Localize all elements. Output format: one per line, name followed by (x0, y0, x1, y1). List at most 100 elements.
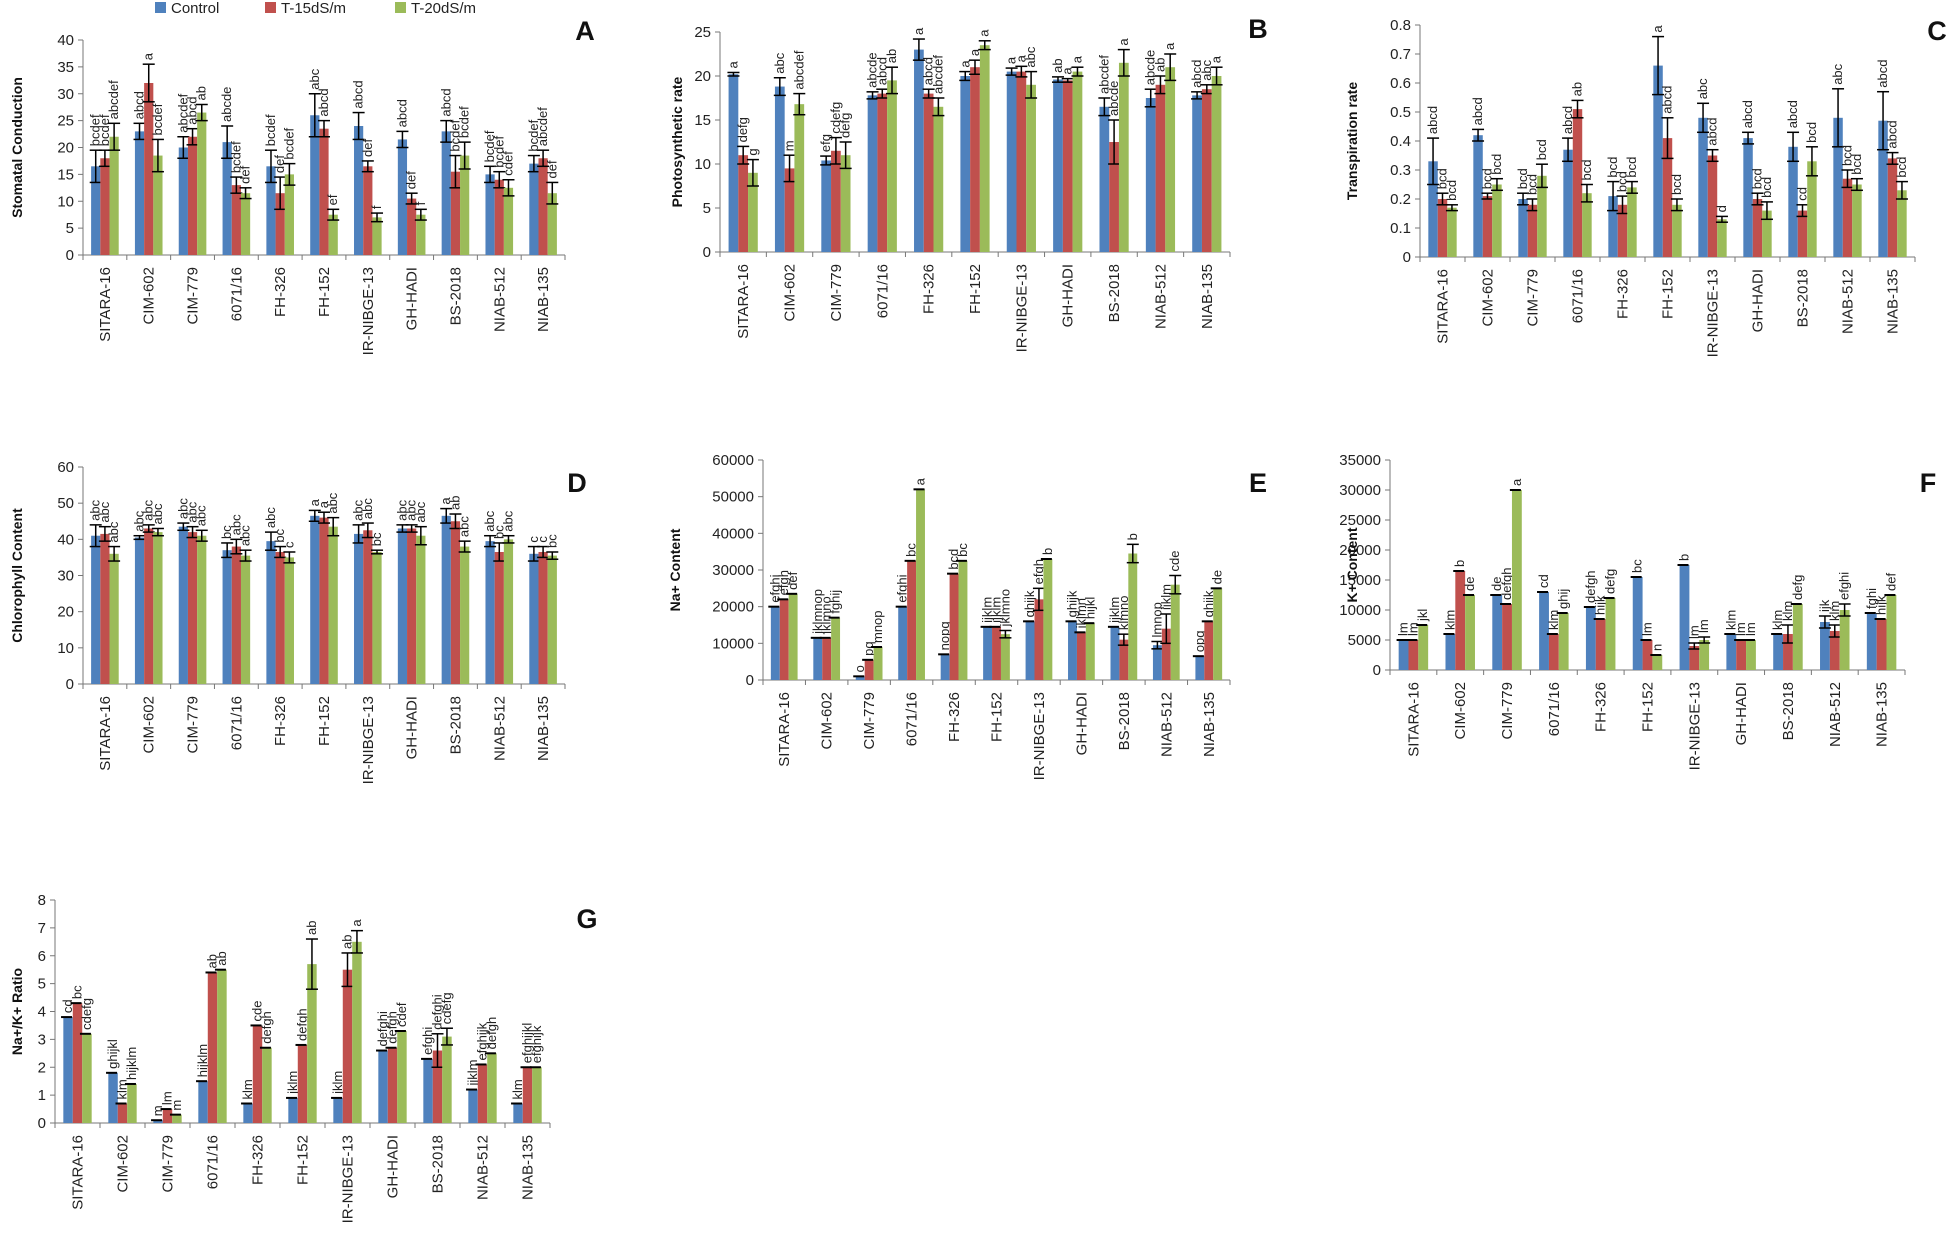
significance-letter: bcd (1849, 154, 1864, 175)
significance-letter: def (404, 171, 419, 189)
bar-E-T-20dS/m-CIM-779 (873, 647, 883, 680)
significance-letter: bcd (946, 549, 961, 570)
x-tick-label: CIM-779 (828, 264, 845, 322)
bar-D-T-15dS/m-FH-326 (275, 551, 285, 684)
significance-letter: bcdef (457, 106, 472, 138)
y-tick-label: 0.1 (1390, 220, 1411, 237)
bar-E-T-15dS/m-IR-NIBGE-13 (1034, 599, 1044, 680)
bar-D-Control-BS-2018 (441, 515, 451, 684)
significance-letter: jklmn (1073, 598, 1088, 629)
bar-F-Control-NIAB-135 (1866, 613, 1877, 670)
bar-A-T-20dS/m-FH-326 (284, 174, 294, 255)
significance-letter: jjklm (465, 1060, 480, 1087)
y-tick-label: 0 (1373, 662, 1381, 679)
bar-G-T-15dS/m-6071/16 (207, 972, 218, 1123)
bar-E-T-15dS/m-CIM-602 (822, 637, 832, 680)
y-axis-title: Photosynthetic rate (669, 76, 685, 207)
x-tick-label: BS-2018 (1106, 264, 1123, 322)
y-tick-label: 5 (66, 220, 74, 237)
bar-G-Control-FH-152 (288, 1097, 298, 1123)
x-tick-label: NIAB-135 (535, 267, 552, 332)
significance-letter: lm (1696, 619, 1711, 633)
bar-B-T-20dS/m-IR-NIBGE-13 (1026, 84, 1036, 252)
bar-E-T-20dS/m-CIM-602 (831, 617, 841, 680)
y-tick-label: 20 (57, 140, 74, 157)
bar-F-T-20dS/m-FH-326 (1605, 598, 1616, 670)
x-tick-label: FH-326 (1615, 269, 1632, 319)
y-tick-label: 35000 (1339, 452, 1381, 469)
significance-letter: abcd (1875, 59, 1890, 87)
bar-B-Control-NIAB-135 (1192, 95, 1202, 252)
significance-letter: a (307, 498, 322, 506)
bar-C-Control-IR-NIBGE-13 (1698, 117, 1708, 257)
bar-E-T-20dS/m-IR-NIBGE-13 (1043, 559, 1053, 680)
x-tick-label: 6071/16 (205, 1135, 222, 1189)
y-tick-label: 5 (38, 976, 46, 993)
y-tick-label: 25 (694, 24, 711, 41)
significance-letter: d (1714, 205, 1729, 212)
bar-E-T-20dS/m-NIAB-512 (1170, 584, 1180, 680)
panel-B: 0 5 10 15 20 25 Photosynthetic rate Ba defg g SITA… (669, 14, 1268, 352)
significance-letter: klm (1442, 610, 1457, 630)
bar-E-Control-CIM-602 (813, 637, 823, 680)
bar-E-T-20dS/m-GH-HADI (1085, 623, 1095, 680)
bar-B-T-15dS/m-NIAB-135 (1201, 89, 1212, 252)
bar-G-Control-SITARA-16 (63, 1017, 73, 1123)
bar-C-T-20dS/m-NIAB-512 (1852, 184, 1862, 257)
significance-letter: a (316, 500, 331, 508)
significance-letter: bcd (1605, 157, 1620, 178)
significance-letter: de (1210, 570, 1225, 584)
y-tick-label: 3 (38, 1031, 46, 1048)
significance-letter: def (238, 165, 253, 183)
significance-letter: m (150, 1105, 165, 1116)
bar-E-Control-GH-HADI (1068, 621, 1077, 680)
bar-B-Control-CIM-602 (774, 86, 785, 252)
bar-A-Control-6071/16 (222, 142, 232, 255)
significance-letter: ijklm (989, 597, 1004, 623)
significance-letter: abcd (185, 96, 200, 124)
bar-F-T-15dS/m-BS-2018 (1783, 634, 1793, 670)
significance-letter: b (1125, 533, 1140, 540)
significance-letter: abc (457, 516, 472, 537)
significance-letter: efghijk (529, 1025, 544, 1063)
significance-letter: opq (1192, 630, 1207, 652)
significance-letter: bcdef (88, 114, 103, 146)
bar-D-Control-FH-326 (266, 541, 276, 684)
significance-letter: hijk (1593, 595, 1608, 615)
bar-A-T-20dS/m-CIM-779 (197, 112, 207, 255)
bar-D-Control-NIAB-135 (529, 553, 539, 684)
x-tick-label: IR-NIBGE-13 (1013, 264, 1030, 352)
bar-F-Control-GH-HADI (1726, 634, 1737, 670)
bar-C-T-15dS/m-IR-NIBGE-13 (1707, 155, 1718, 257)
significance-letter: abc (106, 521, 121, 542)
significance-letter: a (977, 29, 992, 37)
bar-A-T-20dS/m-FH-152 (328, 214, 338, 255)
bar-C-T-20dS/m-CIM-602 (1492, 184, 1502, 257)
y-tick-label: 0 (746, 672, 754, 689)
significance-letter: bcd (1525, 174, 1540, 195)
bar-A-T-15dS/m-CIM-602 (144, 83, 154, 255)
bar-F-T-15dS/m-GH-HADI (1736, 640, 1747, 670)
significance-letter: abcd (394, 99, 409, 127)
x-tick-label: FH-152 (967, 264, 984, 314)
bar-G-T-20dS/m-6071/16 (217, 969, 227, 1123)
bar-F-T-20dS/m-NIAB-512 (1839, 610, 1850, 670)
significance-letter: defg (1790, 575, 1805, 600)
bar-C-Control-CIM-779 (1518, 199, 1528, 257)
panel-letter: E (1249, 468, 1267, 498)
bar-C-T-15dS/m-NIAB-135 (1887, 158, 1898, 257)
significance-letter: klm (1723, 610, 1738, 630)
bar-F-T-20dS/m-GH-HADI (1746, 640, 1756, 670)
bar-G-T-15dS/m-FH-326 (252, 1025, 263, 1123)
significance-letter: cdefg (828, 102, 843, 134)
bar-D-T-15dS/m-IR-NIBGE-13 (363, 530, 373, 684)
x-tick-label: NIAB-135 (520, 1135, 537, 1200)
significance-letter: abcd (132, 91, 147, 119)
bar-A-T-15dS/m-6071/16 (231, 185, 241, 255)
significance-letter: efghi (1837, 572, 1852, 600)
x-tick-label: IR-NIBGE-13 (340, 1135, 357, 1223)
significance-letter: bcdef (97, 114, 112, 146)
significance-letter: abc (1199, 59, 1214, 80)
bar-G-Control-FH-326 (243, 1103, 253, 1123)
